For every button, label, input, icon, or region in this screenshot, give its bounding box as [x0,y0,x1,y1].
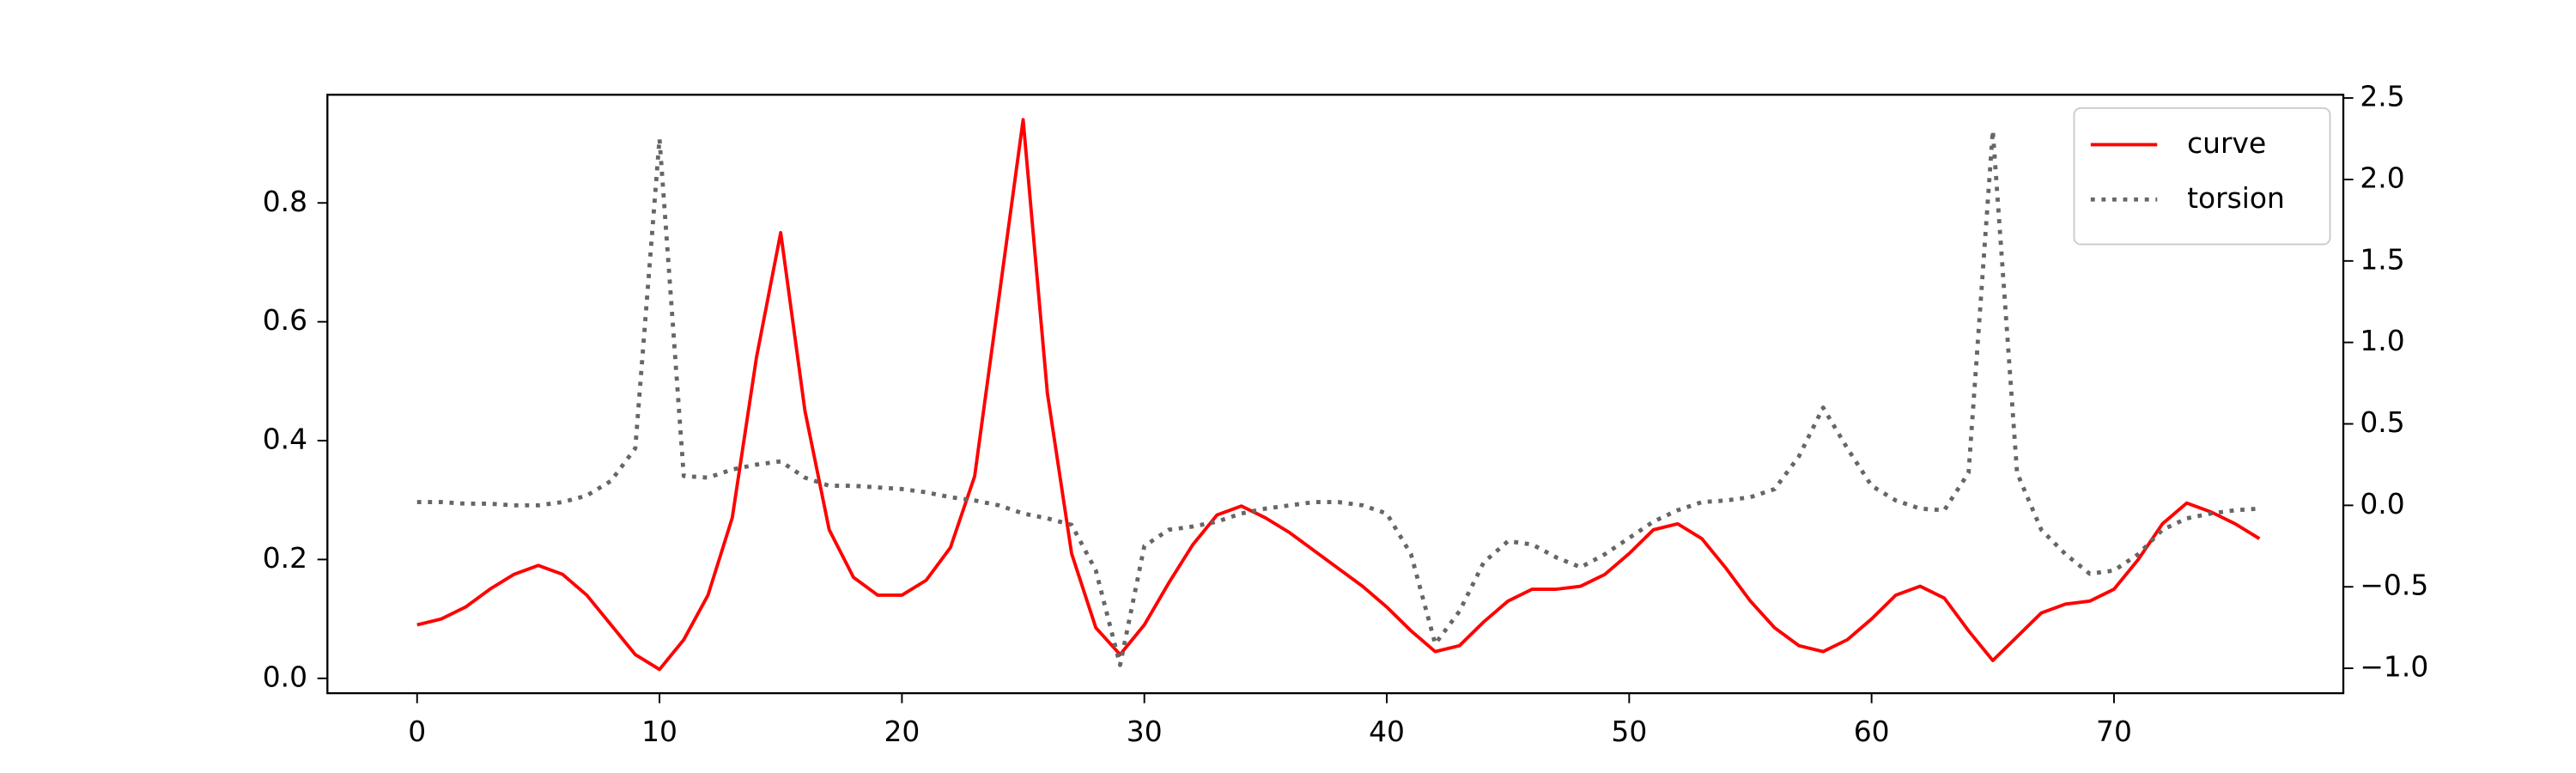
y2-tick-label: 2.0 [2360,161,2404,194]
y2-tick-label: 1.5 [2360,242,2404,276]
y2-tick-label: 0.5 [2360,405,2404,439]
y-tick-label: 0.4 [263,423,307,456]
y-tick-label: 0.0 [263,660,307,693]
y2-tick-label: 0.0 [2360,487,2404,520]
x-tick-label: 10 [641,715,677,748]
y2-tick-label: 1.0 [2360,324,2404,357]
legend-box [2073,107,2331,246]
y-tick-label: 0.2 [263,541,307,575]
y-tick-label: 0.6 [263,303,307,337]
plot-frame [326,94,2345,695]
legend-label: torsion [2187,181,2285,215]
x-tick-label: 70 [2096,715,2132,748]
x-tick-label: 40 [1369,715,1405,748]
series-line [416,128,2260,667]
x-tick-label: 0 [408,715,426,748]
y2-tick-label: −1.0 [2360,650,2428,684]
x-tick-label: 20 [884,715,920,748]
y-tick-label: 0.8 [263,185,307,218]
x-tick-label: 50 [1611,715,1647,748]
y2-tick-label: 2.5 [2360,80,2404,113]
series-line [416,118,2261,672]
x-tick-label: 60 [1854,715,1890,748]
x-tick-label: 30 [1127,715,1163,748]
y2-tick-label: −0.5 [2360,569,2428,602]
legend-label: curve [2187,126,2266,160]
